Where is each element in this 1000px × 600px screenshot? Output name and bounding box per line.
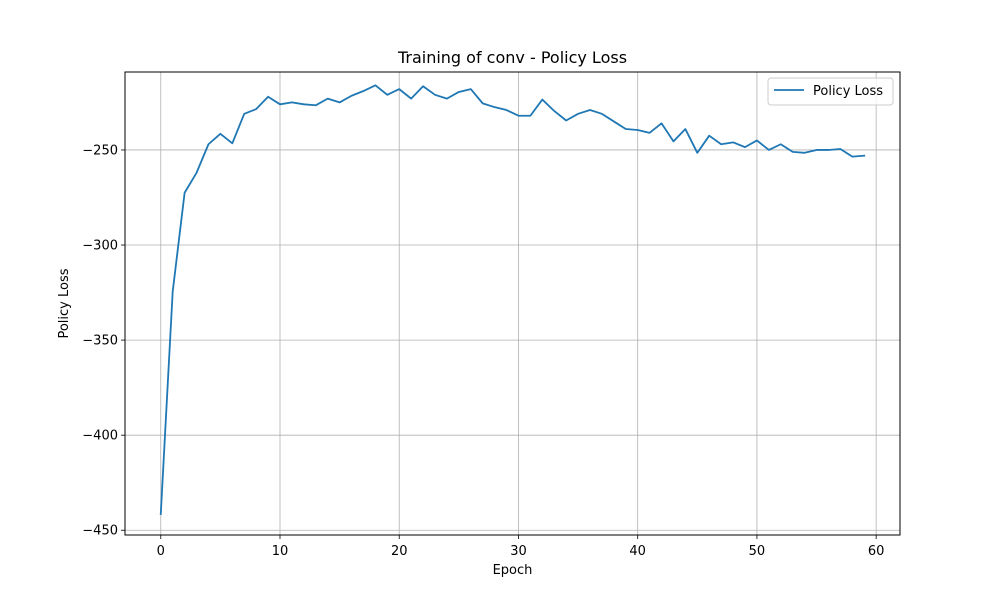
y-tick-label: −250 [82, 143, 118, 158]
x-tick-label: 0 [157, 544, 165, 559]
series-layer [159, 84, 866, 516]
y-axis-ticks: −450 −400 −350 −300 −250 [82, 143, 125, 539]
x-tick-label: 20 [391, 544, 408, 559]
x-tick-label: 50 [749, 544, 766, 559]
y-tick-label: −400 [82, 429, 118, 444]
legend-label: Policy Loss [813, 84, 883, 99]
plot-frame [124, 71, 901, 536]
legend-box [767, 77, 894, 106]
x-tick-label: 60 [868, 544, 885, 559]
y-tick-label: −350 [82, 334, 118, 349]
x-tick-label: 40 [629, 544, 646, 559]
y-axis-label: Policy Loss [57, 268, 72, 338]
legend: Policy Loss [767, 77, 894, 106]
chart-title: Training of conv - Policy Loss [397, 48, 627, 67]
x-tick-label: 30 [510, 544, 527, 559]
y-tick-label: −450 [82, 524, 118, 539]
series-line-policy-loss [159, 84, 866, 516]
x-tick-label: 10 [272, 544, 289, 559]
grid [125, 72, 900, 535]
x-axis-label: Epoch [493, 563, 533, 578]
y-tick-label: −300 [82, 239, 118, 254]
x-axis-ticks: 0 10 20 30 40 50 60 [157, 535, 885, 559]
